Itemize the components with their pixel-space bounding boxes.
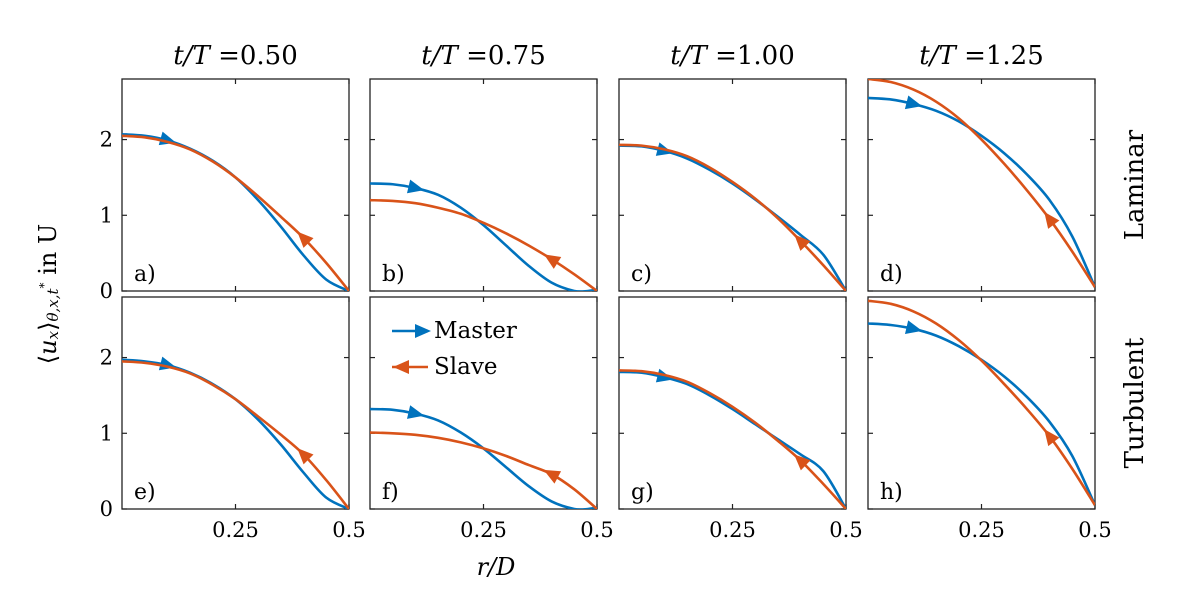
column-title-value: =1.25 xyxy=(964,41,1044,71)
master-line xyxy=(619,144,846,291)
y-tick-label: 1 xyxy=(100,421,113,445)
y-tick-label: 2 xyxy=(100,128,113,152)
column-title-value: =0.50 xyxy=(218,41,298,71)
slave-marker xyxy=(543,254,562,269)
x-tick-label: 0.25 xyxy=(460,518,507,542)
x-tick-label: 0.5 xyxy=(580,518,613,542)
legend-master-marker xyxy=(415,324,431,338)
slave-line xyxy=(619,143,846,291)
column-title: t/T =1.25 xyxy=(919,41,1044,71)
panel: 0.25 0.5 g) xyxy=(618,296,863,542)
panel: 0 1 2 a) xyxy=(100,78,350,303)
x-tick-label: 0.5 xyxy=(1078,518,1111,542)
x-tick-label: 0.25 xyxy=(958,518,1005,542)
slave-line xyxy=(619,369,846,509)
panel: 0.25 0.5 f) xyxy=(369,296,614,542)
legend-master-label: Master xyxy=(434,318,517,344)
panel: 0.25 0.5 h) xyxy=(867,296,1112,542)
panel-frame xyxy=(867,78,1096,292)
axis-labels: r/D ⟨ux⟩θ,x,t* in U xyxy=(34,224,515,581)
row-labels: Laminar Turbulent xyxy=(1120,129,1150,468)
slave-marker xyxy=(794,234,811,251)
y-axis-label-part: x xyxy=(44,330,62,339)
slave-marker xyxy=(297,448,314,465)
slave-line xyxy=(370,431,597,509)
y-axis-label-part: in U xyxy=(34,224,62,283)
panel-label: e) xyxy=(134,480,156,505)
legend-slave-marker xyxy=(393,360,409,374)
x-tick-label: 0.5 xyxy=(332,518,365,542)
panel: b) xyxy=(369,78,598,292)
slave-line xyxy=(370,198,597,291)
column-title: t/T =0.75 xyxy=(421,41,546,71)
x-tick-label: 0.25 xyxy=(212,518,259,542)
column-title-prefix: t/T xyxy=(421,41,466,71)
column-title-prefix: t/T xyxy=(173,41,218,71)
slave-marker xyxy=(297,231,314,248)
y-tick-label: 1 xyxy=(100,203,113,227)
panel-frame xyxy=(121,296,350,510)
slave-line xyxy=(122,360,349,509)
slave-line xyxy=(868,299,1095,506)
x-tick-label: 0.25 xyxy=(709,518,756,542)
legend: Master Slave xyxy=(392,318,517,380)
y-tick-label: 0 xyxy=(100,497,113,521)
column-title: t/T =0.50 xyxy=(173,41,298,71)
panel: c) xyxy=(618,78,847,292)
slave-line xyxy=(868,79,1095,288)
master-line xyxy=(370,407,597,509)
master-line xyxy=(868,96,1095,288)
panel-label: a) xyxy=(134,262,156,287)
slave-marker xyxy=(1044,211,1060,229)
master-marker xyxy=(406,405,425,419)
column-title: t/T =1.00 xyxy=(670,41,795,71)
panel-label: d) xyxy=(880,262,903,287)
panel: 0 1 2 0.25 0.5 e) xyxy=(100,296,366,542)
slave-marker xyxy=(1044,429,1060,447)
y-axis-label-part: θ,x,t xyxy=(44,287,62,321)
master-line xyxy=(122,132,349,291)
y-axis-label-part: u xyxy=(34,339,62,354)
panel-label: f) xyxy=(382,480,399,505)
y-tick-label: 2 xyxy=(100,346,113,370)
panel: d) xyxy=(867,78,1096,292)
panels: 0 1 2 a) b) c) d) 0 1 2 0.25 0.5 e) 0.25 0.5 f) 0.25 0.5 g… xyxy=(100,78,1112,542)
row-label: Laminar xyxy=(1120,129,1150,240)
column-title-value: =0.75 xyxy=(466,41,546,71)
y-tick-label: 0 xyxy=(100,279,113,303)
x-tick-label: 0.5 xyxy=(829,518,862,542)
column-title-prefix: t/T xyxy=(919,41,964,71)
slave-marker xyxy=(794,454,811,471)
panel-label: g) xyxy=(631,480,654,505)
y-axis-label-part: ⟩ xyxy=(34,322,62,331)
master-marker xyxy=(406,179,425,194)
slave-line xyxy=(122,134,349,291)
panel-label: b) xyxy=(382,262,405,287)
y-axis-label-part: * xyxy=(37,282,51,288)
slave-marker xyxy=(543,469,562,484)
panel-frame xyxy=(121,78,350,292)
column-title-prefix: t/T xyxy=(670,41,715,71)
panel-frame xyxy=(867,296,1096,510)
y-axis-label-part: ⟨ xyxy=(34,355,62,364)
x-axis-label: r/D xyxy=(477,553,516,581)
master-marker xyxy=(904,95,923,110)
panel-frame xyxy=(618,296,847,510)
legend-slave-label: Slave xyxy=(434,354,497,380)
panel-label: h) xyxy=(880,480,903,505)
column-title-value: =1.00 xyxy=(715,41,795,71)
master-marker xyxy=(904,320,923,335)
master-line xyxy=(122,358,349,509)
master-line xyxy=(868,322,1095,506)
y-axis-label: ⟨ux⟩θ,x,t* in U xyxy=(34,224,62,364)
column-titles: t/T =0.50 t/T =0.75 t/T =1.00 t/T =1.25 xyxy=(173,41,1044,71)
row-label: Turbulent xyxy=(1120,337,1150,468)
panel-label: c) xyxy=(631,262,652,287)
